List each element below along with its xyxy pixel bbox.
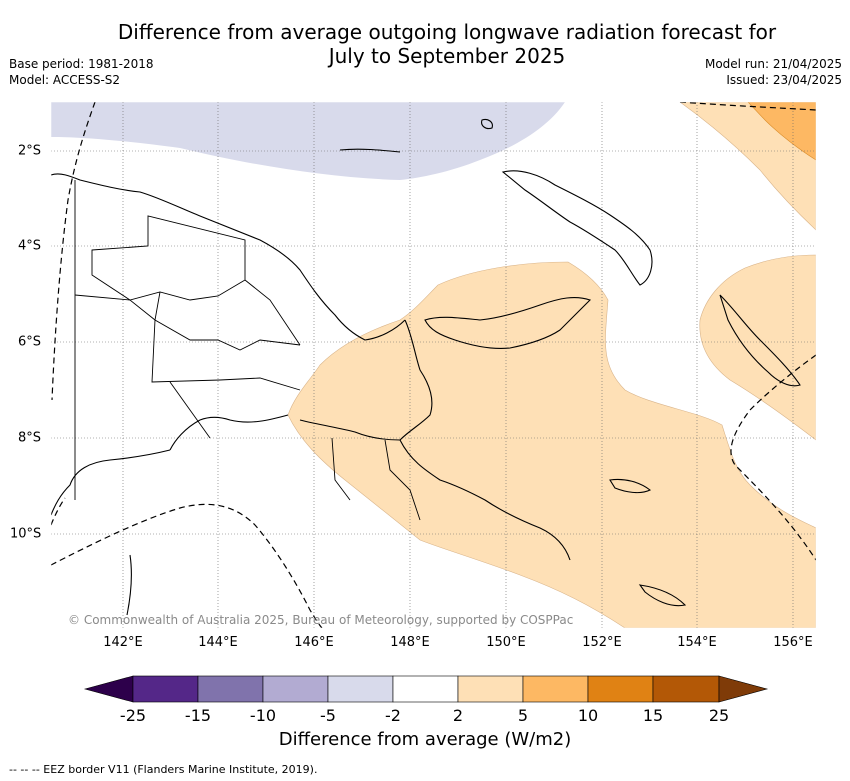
lat-tick-label: 10°S bbox=[10, 526, 42, 542]
anomaly-region-negative bbox=[51, 102, 565, 180]
model-run: Model run: 21/04/2025 bbox=[704, 57, 842, 71]
lon-tick-label: 150°E bbox=[486, 635, 526, 650]
colorbar-swatch-2 bbox=[197, 675, 264, 703]
colorbar-swatch-5 bbox=[392, 675, 459, 703]
lon-tick-label: 154°E bbox=[677, 635, 717, 650]
grid-lines bbox=[51, 102, 816, 628]
colorbar bbox=[83, 675, 769, 703]
title-line-1: Difference from average outgoing longwav… bbox=[117, 20, 777, 44]
map-title: Difference from average outgoing longwav… bbox=[0, 20, 850, 68]
anomaly-region-positive-east bbox=[699, 254, 816, 441]
colorbar-swatch-8 bbox=[587, 675, 654, 703]
colorbar-tick-label: 5 bbox=[517, 706, 529, 725]
colorbar-extend-min bbox=[83, 675, 134, 703]
colorbar-extend-max bbox=[718, 675, 769, 703]
province-borders bbox=[74, 180, 421, 521]
colorbar-swatch-1 bbox=[132, 675, 199, 703]
lon-tick-label: 156°E bbox=[773, 635, 813, 650]
lat-tick-label: 4°S bbox=[18, 238, 42, 254]
colorbar-tick-label: -10 bbox=[249, 706, 277, 725]
colorbar-title: Difference from average (W/m2) bbox=[278, 729, 572, 750]
lat-tick-label: 6°S bbox=[18, 334, 42, 350]
colorbar-tick-label: 15 bbox=[642, 706, 664, 725]
map-area bbox=[51, 102, 816, 628]
anomaly-region-positive-main bbox=[287, 261, 816, 628]
meta-left: Base period: 1981-2018 Model: ACCESS-S2 bbox=[9, 56, 154, 88]
colorbar-swatch-7 bbox=[522, 675, 589, 703]
lon-tick-label: 144°E bbox=[198, 635, 238, 650]
colorbar-tick-label: -25 bbox=[119, 706, 147, 725]
title-line-2: July to September 2025 bbox=[328, 44, 566, 68]
model-name: Model: ACCESS-S2 bbox=[9, 73, 121, 87]
lon-tick-label: 142°E bbox=[103, 635, 143, 650]
colorbar-tick-label: -2 bbox=[385, 706, 401, 725]
issued-date: Issued: 23/04/2025 bbox=[726, 73, 842, 87]
colorbar-swatch-4 bbox=[327, 675, 394, 703]
lon-tick-label: 146°E bbox=[294, 635, 334, 650]
colorbar-tick-label: -15 bbox=[184, 706, 212, 725]
map-frame bbox=[50, 101, 817, 629]
eez-borders bbox=[51, 102, 816, 628]
lon-tick-label: 148°E bbox=[390, 635, 430, 650]
colorbar-tick-label: 25 bbox=[708, 706, 730, 725]
lat-tick-label: 2°S bbox=[18, 143, 42, 159]
copyright-notice: © Commonwealth of Australia 2025, Bureau… bbox=[68, 613, 574, 627]
meta-right: Model run: 21/04/2025 Issued: 23/04/2025 bbox=[705, 56, 842, 88]
colorbar-swatch-6 bbox=[457, 675, 524, 703]
lon-tick-label: 152°E bbox=[582, 635, 622, 650]
base-period: Base period: 1981-2018 bbox=[9, 57, 154, 71]
eez-footnote: -- -- -- EEZ border V11 (Flanders Marine… bbox=[9, 763, 318, 776]
colorbar-swatch-9 bbox=[652, 675, 720, 703]
coastlines bbox=[51, 118, 801, 616]
colorbar-tick-label: 2 bbox=[452, 706, 464, 725]
colorbar-tick-label: -5 bbox=[320, 706, 336, 725]
colorbar-tick-label: 10 bbox=[577, 706, 599, 725]
lat-tick-label: 8°S bbox=[18, 430, 42, 446]
colorbar-swatch-3 bbox=[262, 675, 329, 703]
